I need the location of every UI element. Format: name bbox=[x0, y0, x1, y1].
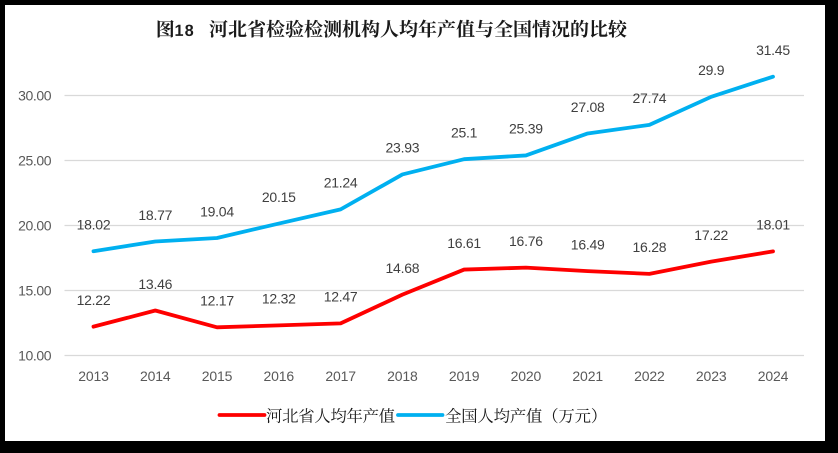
svg-text:2018: 2018 bbox=[387, 368, 418, 384]
svg-text:2022: 2022 bbox=[634, 368, 665, 384]
svg-text:16.76: 16.76 bbox=[509, 233, 543, 249]
svg-text:20.15: 20.15 bbox=[262, 189, 296, 205]
svg-text:14.68: 14.68 bbox=[386, 260, 420, 276]
svg-text:18.02: 18.02 bbox=[77, 217, 111, 233]
svg-text:18.77: 18.77 bbox=[138, 207, 172, 223]
svg-text:25.1: 25.1 bbox=[451, 125, 478, 141]
svg-text:21.24: 21.24 bbox=[324, 175, 358, 191]
svg-text:23.93: 23.93 bbox=[386, 140, 420, 156]
svg-text:2024: 2024 bbox=[758, 368, 789, 384]
svg-text:2021: 2021 bbox=[572, 368, 603, 384]
svg-text:16.61: 16.61 bbox=[447, 235, 481, 251]
svg-text:13.46: 13.46 bbox=[138, 276, 172, 292]
svg-text:2023: 2023 bbox=[696, 368, 727, 384]
svg-text:29.9: 29.9 bbox=[698, 62, 725, 78]
svg-text:2013: 2013 bbox=[78, 368, 109, 384]
svg-text:20.00: 20.00 bbox=[18, 217, 52, 233]
svg-text:16.49: 16.49 bbox=[571, 236, 605, 252]
svg-text:18.01: 18.01 bbox=[756, 217, 790, 233]
svg-text:25.39: 25.39 bbox=[509, 121, 543, 137]
svg-text:16.28: 16.28 bbox=[633, 239, 667, 255]
svg-text:27.08: 27.08 bbox=[571, 99, 605, 115]
svg-text:27.74: 27.74 bbox=[633, 90, 667, 106]
svg-text:25.00: 25.00 bbox=[18, 152, 52, 168]
svg-text:17.22: 17.22 bbox=[694, 227, 728, 243]
svg-text:19.04: 19.04 bbox=[200, 203, 234, 219]
svg-text:2014: 2014 bbox=[140, 368, 171, 384]
svg-text:2016: 2016 bbox=[264, 368, 295, 384]
svg-text:31.45: 31.45 bbox=[756, 42, 790, 58]
svg-text:12.32: 12.32 bbox=[262, 291, 296, 307]
svg-text:12.47: 12.47 bbox=[324, 289, 358, 305]
svg-text:12.22: 12.22 bbox=[77, 292, 111, 308]
svg-text:2015: 2015 bbox=[202, 368, 233, 384]
svg-text:15.00: 15.00 bbox=[18, 282, 52, 298]
svg-text:12.17: 12.17 bbox=[200, 293, 234, 309]
svg-text:2019: 2019 bbox=[449, 368, 480, 384]
svg-text:10.00: 10.00 bbox=[18, 347, 52, 363]
svg-text:2020: 2020 bbox=[511, 368, 542, 384]
svg-text:2017: 2017 bbox=[325, 368, 356, 384]
svg-text:30.00: 30.00 bbox=[18, 87, 52, 103]
